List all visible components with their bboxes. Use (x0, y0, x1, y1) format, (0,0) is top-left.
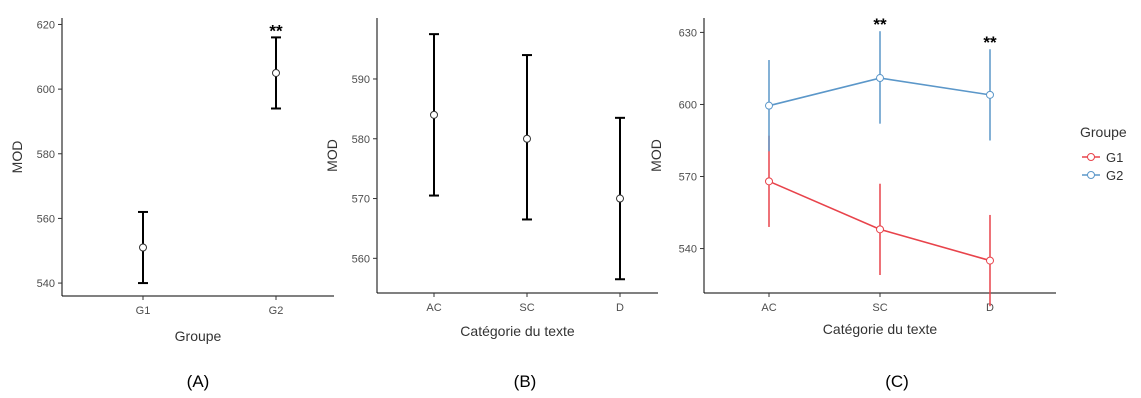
y-tick-label: 570 (352, 194, 370, 206)
x-tick-label: G1 (136, 305, 151, 317)
data-point (272, 68, 280, 77)
panel-label: (C) (885, 372, 909, 391)
data-point (986, 90, 994, 99)
y-tick-label: 570 (679, 172, 697, 184)
x-axis-title: Groupe (175, 328, 222, 344)
y-axis-title: MOD (324, 139, 340, 172)
data-point (139, 243, 147, 252)
data-point (430, 110, 438, 119)
data-point (876, 74, 884, 83)
legend-item-g1: G1 (1082, 150, 1123, 165)
panel-label: (A) (187, 372, 210, 391)
data-point (765, 101, 773, 110)
panel-2: 560 570 580 590 AC SC D Catégorie du texte MOD (B… (324, 18, 658, 391)
y-tick-label: 560 (352, 253, 370, 265)
panel-3: 540 570 600 630 AC SC D Catégorie du texte MOD **… (648, 15, 1127, 391)
data-point (765, 177, 773, 186)
legend-title: Groupe (1080, 124, 1127, 140)
y-tick-label: 600 (679, 99, 697, 111)
x-axis-title: Catégorie du texte (460, 323, 575, 339)
x-tick-label: SC (519, 302, 534, 314)
series-1 (138, 36, 281, 285)
y-axis-title: MOD (648, 139, 664, 172)
y-tick-label: 620 (37, 19, 55, 31)
x-tick-label: AC (426, 302, 441, 314)
legend-label: G2 (1106, 168, 1123, 183)
x-axis-title: Catégorie du texte (823, 321, 938, 337)
legend-item-g2: G2 (1082, 168, 1123, 183)
data-point (523, 134, 531, 143)
legend-key-point (1087, 153, 1095, 161)
significance-marker: ** (873, 15, 887, 34)
y-tick-label: 540 (37, 278, 55, 290)
y-tick-label: 580 (37, 149, 55, 161)
series-g2 (765, 31, 994, 152)
legend-key-point (1087, 171, 1095, 179)
panel-1: 540 560 580 600 620 G1 G2 Groupe MOD ** (A) (9, 18, 334, 391)
significance-marker: ** (269, 21, 283, 40)
y-tick-label: 540 (679, 244, 697, 256)
y-axis-title: MOD (9, 141, 25, 174)
legend: Groupe G1 G2 (1080, 124, 1127, 183)
y-tick-label: 580 (352, 134, 370, 146)
panel-label: (B) (514, 372, 537, 391)
x-tick-label: D (616, 302, 624, 314)
x-tick-label: SC (872, 302, 887, 314)
y-tick-label: 560 (37, 213, 55, 225)
x-tick-label: AC (761, 302, 776, 314)
series-g1 (765, 135, 994, 307)
y-tick-label: 600 (37, 84, 55, 96)
legend-label: G1 (1106, 150, 1123, 165)
y-tick-label: 630 (679, 27, 697, 39)
y-tick-label: 590 (352, 74, 370, 86)
data-point (616, 194, 624, 203)
x-tick-label: G2 (269, 305, 284, 317)
data-point (986, 256, 994, 265)
series-1 (429, 33, 625, 281)
x-tick-label: D (986, 302, 994, 314)
significance-marker: ** (983, 33, 997, 52)
data-point (876, 225, 884, 234)
